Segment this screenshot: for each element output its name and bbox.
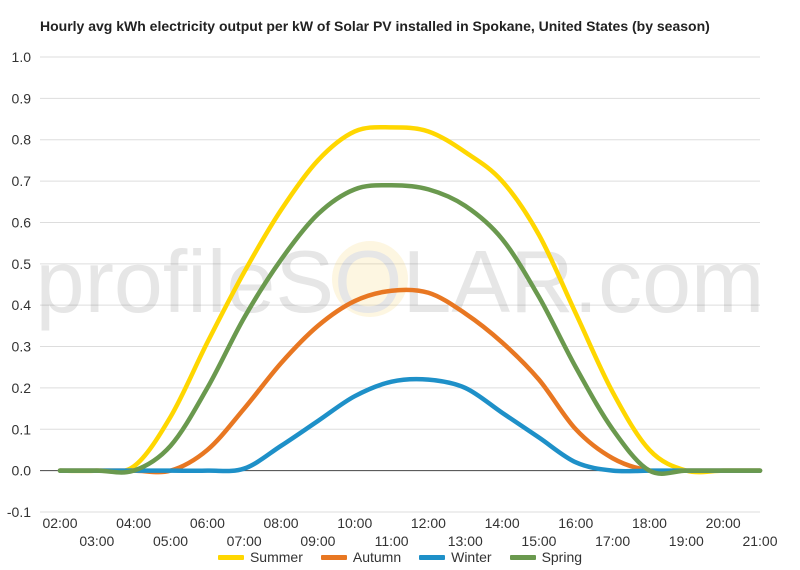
legend: Summer Autumn Winter Spring — [0, 549, 800, 565]
series-lines — [57, 124, 763, 476]
legend-item-autumn: Autumn — [320, 549, 402, 565]
x-tick-label: 04:00 — [116, 515, 151, 531]
watermark-text: profileSOLAR.com — [36, 232, 765, 331]
y-tick-label: 0.8 — [12, 132, 32, 148]
legend-label: Summer — [249, 549, 303, 565]
watermark: profileSOLAR.com — [36, 232, 765, 331]
legend-label: Spring — [541, 549, 583, 565]
x-tick-label: 12:00 — [411, 515, 446, 531]
x-tick-label: 15:00 — [521, 533, 556, 549]
x-tick-label: 05:00 — [153, 533, 188, 549]
y-tick-label: 0.4 — [12, 297, 32, 313]
y-tick-label: -0.1 — [7, 504, 31, 520]
series-line-summer — [57, 124, 763, 475]
x-axis-ticks: 02:0003:0004:0005:0006:0007:0008:0009:00… — [42, 515, 777, 549]
series-line-spring — [57, 182, 763, 476]
chart-title: Hourly avg kWh electricity output per kW… — [40, 18, 710, 34]
legend-swatch — [509, 554, 536, 560]
x-tick-label: 11:00 — [375, 533, 409, 549]
x-tick-label: 16:00 — [558, 515, 593, 531]
legend-item-winter: Winter — [419, 549, 492, 565]
x-tick-label: 07:00 — [227, 533, 262, 549]
legend-label: Winter — [451, 549, 492, 565]
x-tick-label: 14:00 — [485, 515, 520, 531]
x-tick-label: 21:00 — [742, 533, 777, 549]
x-tick-label: 13:00 — [448, 533, 483, 549]
y-tick-label: 0.0 — [12, 463, 32, 479]
legend-label: Autumn — [352, 549, 402, 565]
legend-swatch — [320, 554, 347, 560]
x-tick-label: 02:00 — [42, 515, 77, 531]
y-tick-label: 0.1 — [12, 421, 32, 437]
x-tick-label: 19:00 — [669, 533, 704, 549]
y-tick-label: 0.3 — [12, 339, 32, 355]
x-tick-label: 06:00 — [190, 515, 225, 531]
x-tick-label: 10:00 — [337, 515, 372, 531]
y-tick-label: 0.5 — [12, 256, 32, 272]
y-tick-label: 0.2 — [12, 380, 32, 396]
y-tick-label: 1.0 — [12, 49, 32, 65]
x-tick-label: 17:00 — [595, 533, 630, 549]
legend-item-summer: Summer — [217, 549, 303, 565]
y-tick-label: 0.6 — [12, 214, 32, 230]
x-tick-label: 08:00 — [264, 515, 299, 531]
y-tick-label: 0.9 — [12, 90, 32, 106]
watermark-sun-logo — [332, 241, 408, 317]
legend-item-spring: Spring — [509, 549, 583, 565]
x-tick-label: 18:00 — [632, 515, 667, 531]
x-tick-label: 09:00 — [300, 533, 335, 549]
grid-lines — [40, 56, 760, 513]
x-tick-label: 20:00 — [706, 515, 741, 531]
y-tick-label: 0.7 — [12, 173, 32, 189]
legend-swatch — [419, 554, 446, 560]
y-axis-ticks: -0.1 0.0 0.1 0.2 0.3 0.4 0.5 0.6 0.7 0.8 0.9 1.0 — [7, 49, 31, 520]
x-tick-label: 03:00 — [79, 533, 114, 549]
legend-swatch — [217, 554, 244, 560]
